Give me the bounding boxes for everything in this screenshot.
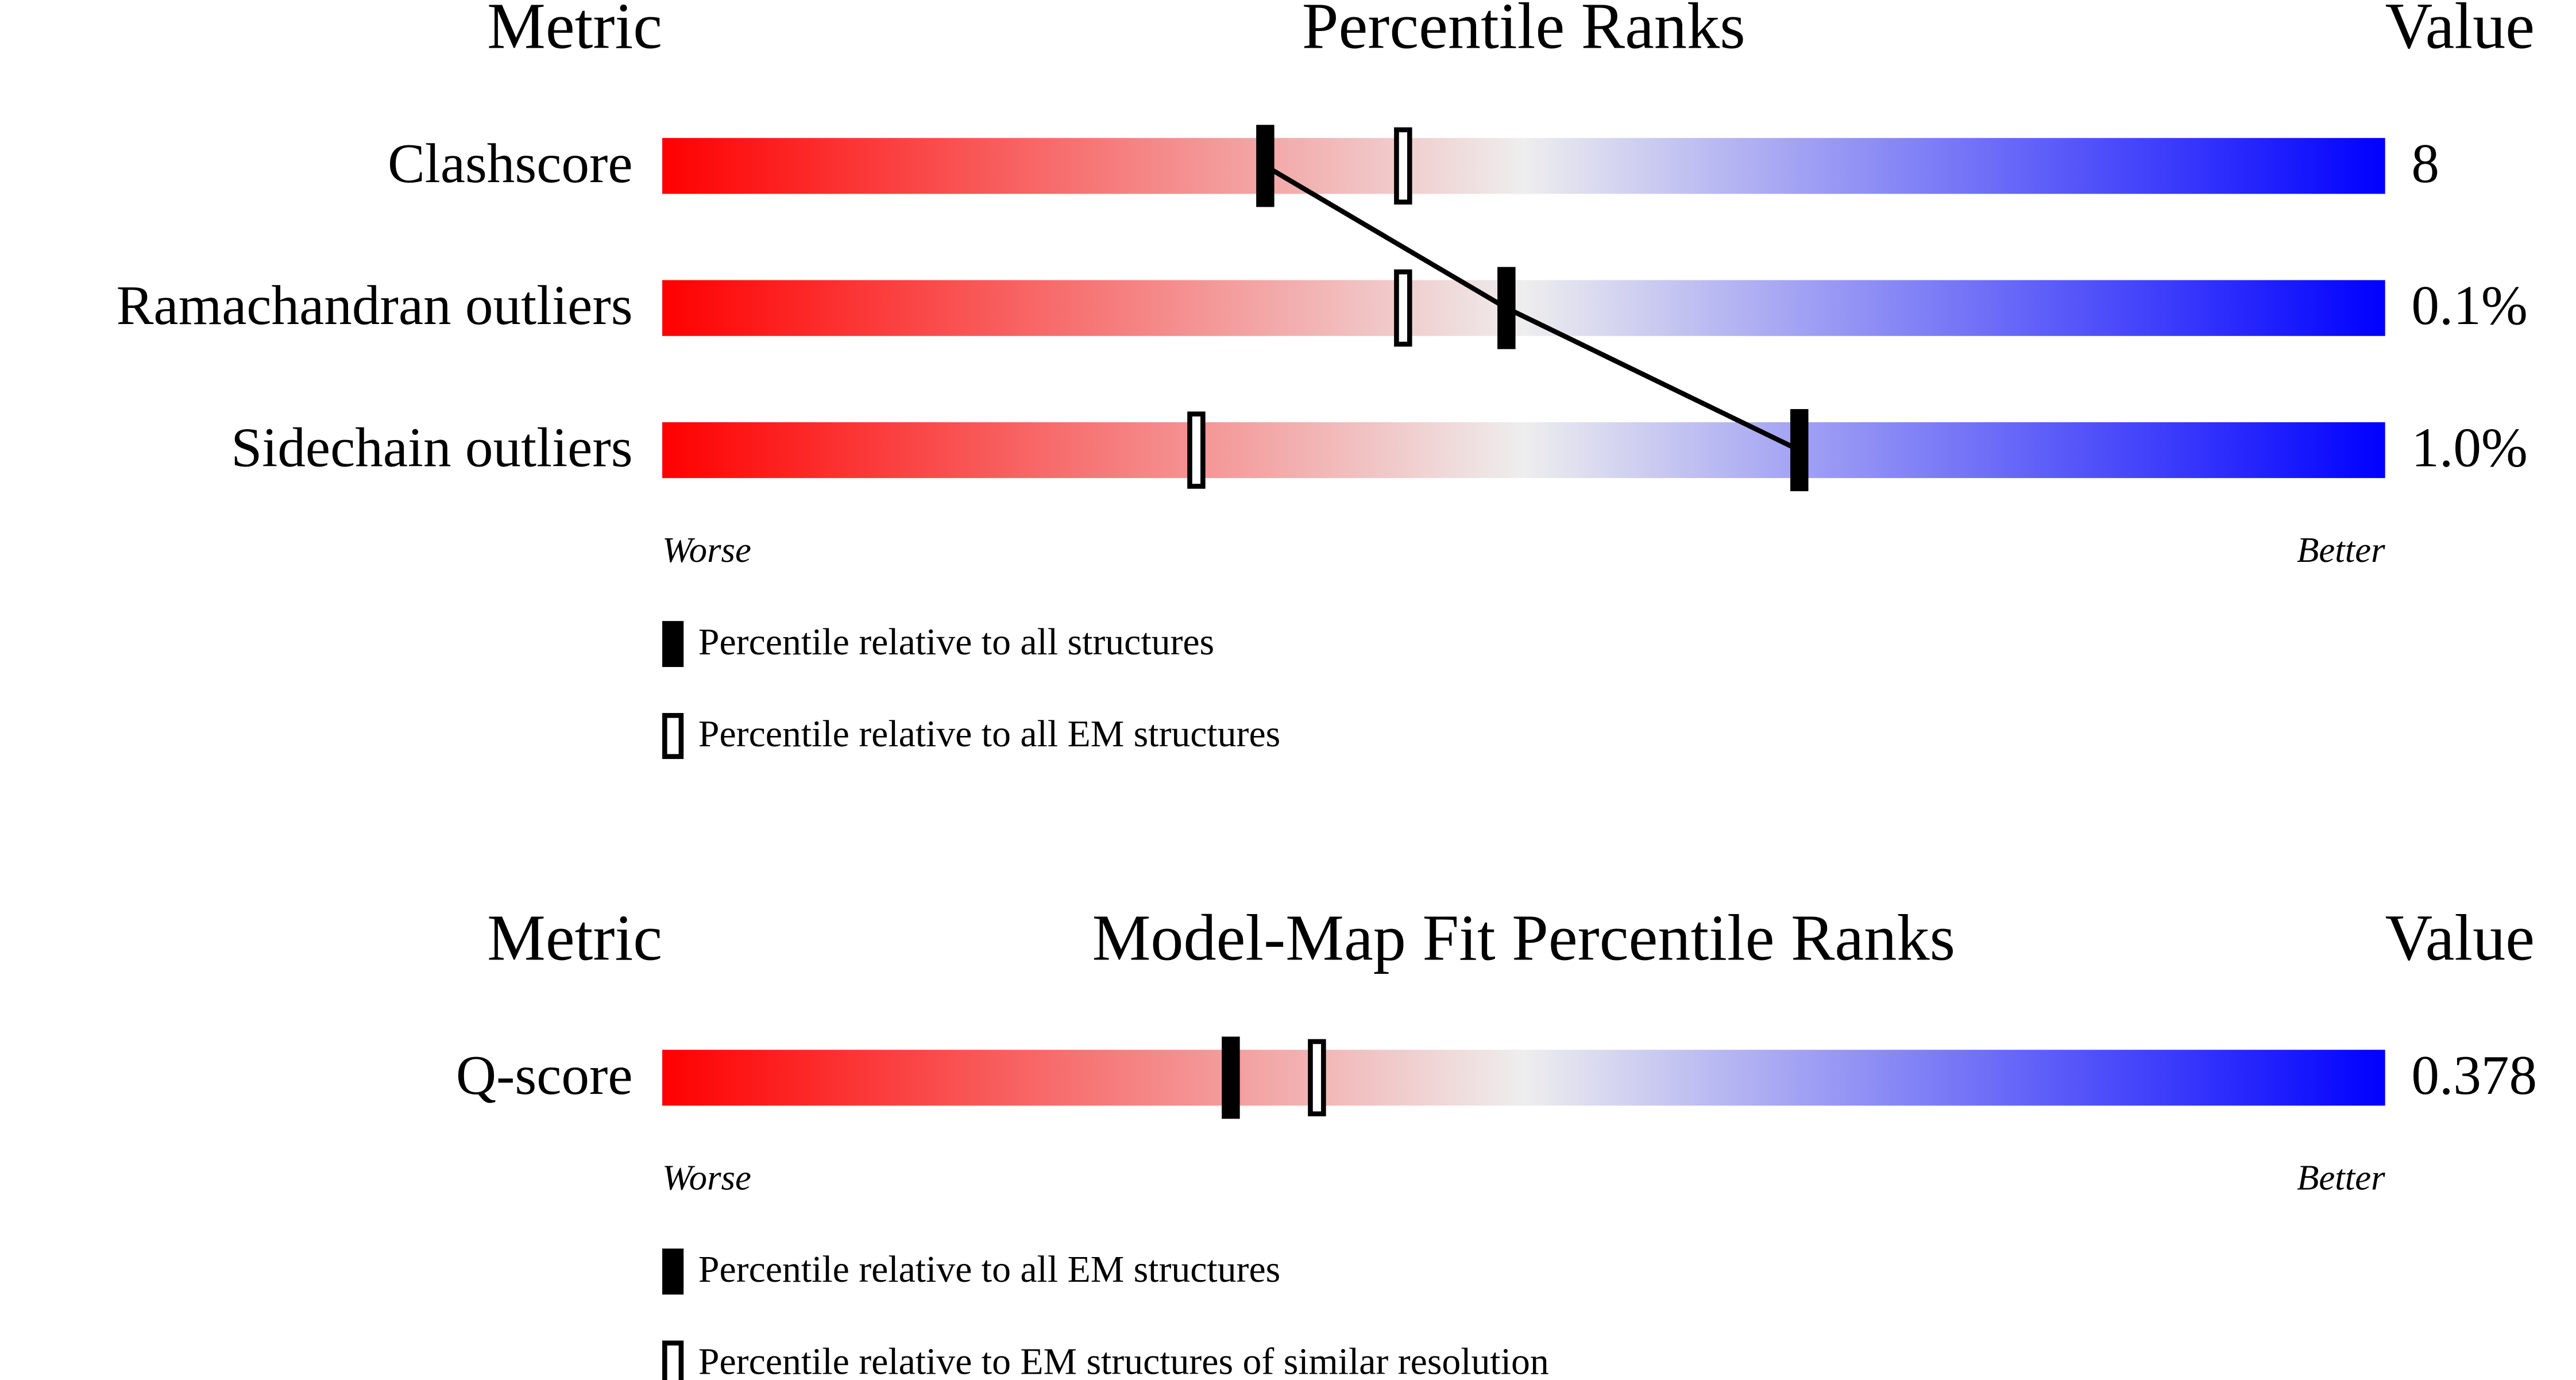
marker-filled	[1497, 267, 1516, 349]
metric-label: Ramachandran outliers	[117, 275, 633, 337]
legend-marker	[662, 1340, 684, 1380]
metric-value: 8	[2411, 133, 2439, 195]
scale-better: Better	[2297, 530, 2385, 570]
legend-label: Percentile relative to all EM structures	[698, 713, 1280, 755]
gradient-bar	[662, 422, 2385, 479]
gradient-bar	[662, 138, 2385, 194]
gradient-bar	[662, 1050, 2385, 1106]
header-title: Percentile Ranks	[1302, 0, 1745, 62]
metric-label: Sidechain outliers	[231, 417, 632, 479]
scale-better: Better	[2297, 1157, 2385, 1197]
header-value: Value	[2385, 901, 2535, 974]
legend-marker	[662, 1248, 684, 1295]
metric-label: Q-score	[456, 1044, 633, 1107]
marker-open	[1394, 127, 1412, 205]
marker-filled	[1222, 1036, 1240, 1119]
marker-open	[1394, 269, 1412, 347]
header-metric: Metric	[487, 901, 662, 974]
metric-value: 0.1%	[2411, 275, 2528, 337]
legend-label: Percentile relative to EM structures of …	[698, 1340, 1549, 1380]
metric-value: 1.0%	[2411, 417, 2528, 479]
scale-worse: Worse	[662, 530, 751, 570]
legend-marker	[662, 620, 684, 667]
legend-label: Percentile relative to all structures	[698, 621, 1214, 663]
header-title: Model-Map Fit Percentile Ranks	[1092, 901, 1956, 974]
marker-filled	[1790, 409, 1809, 491]
marker-open	[1308, 1039, 1326, 1117]
gradient-bar	[662, 280, 2385, 336]
metric-label: Clashscore	[388, 133, 633, 195]
legend-marker	[662, 713, 684, 760]
metric-value: 0.378	[2411, 1044, 2537, 1107]
scale-worse: Worse	[662, 1157, 751, 1197]
marker-filled	[1256, 125, 1275, 207]
header-metric: Metric	[487, 0, 662, 62]
marker-open	[1187, 411, 1206, 489]
header-value: Value	[2385, 0, 2535, 62]
legend-label: Percentile relative to all EM structures	[698, 1248, 1280, 1290]
